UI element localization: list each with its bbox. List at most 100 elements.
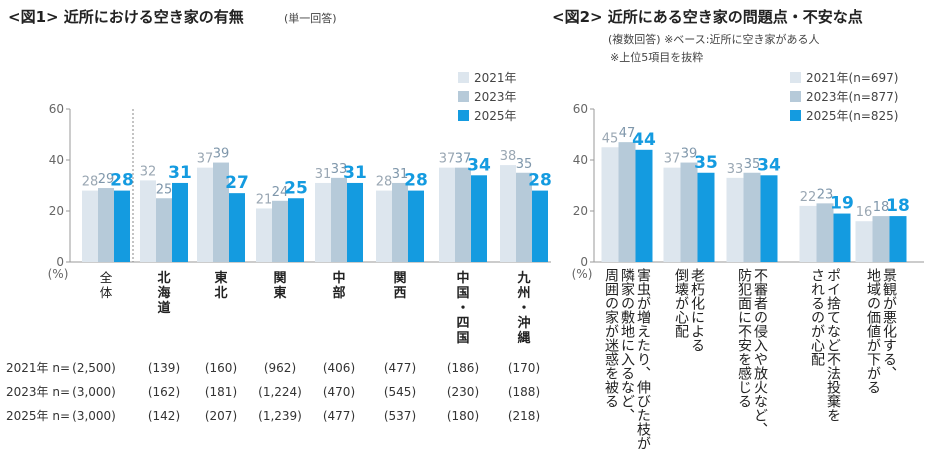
- data-label: 39: [213, 147, 230, 162]
- legend-swatch-0: [458, 72, 469, 83]
- bar-1-7-1: [516, 172, 532, 262]
- n-value: (3,000): [72, 385, 116, 399]
- bar-2-3-2: [833, 213, 851, 262]
- y-tick-label-40: 40: [49, 153, 64, 167]
- data-label: 27: [225, 173, 249, 193]
- bar-1-6-1: [455, 167, 471, 262]
- category-label-char: 部: [332, 285, 345, 301]
- y-unit-label: (%): [572, 267, 593, 281]
- category-label-char: 海: [157, 285, 170, 301]
- data-label: 34: [467, 155, 491, 175]
- data-label: 45: [602, 131, 619, 146]
- data-label: 28: [110, 171, 134, 191]
- legend-swatch-0: [790, 72, 801, 83]
- n-row-label: 2021年 n=: [6, 361, 70, 375]
- n-row-label: 2023年 n=: [6, 385, 70, 399]
- data-label: 16: [856, 205, 873, 220]
- n-value: (537): [384, 409, 416, 423]
- bar-2-4-1: [872, 216, 890, 262]
- data-label: 37: [455, 152, 472, 167]
- y-tick-label-0: 0: [580, 255, 588, 269]
- n-value: (186): [447, 361, 479, 375]
- data-label: 35: [744, 157, 761, 172]
- bar-1-3-1: [272, 200, 288, 262]
- legend-swatch-2: [458, 110, 469, 121]
- bar-1-7-2: [532, 190, 548, 262]
- legend-label-0: 2021年: [474, 71, 517, 85]
- bar-2-1-2: [697, 172, 715, 262]
- n-value: (188): [508, 385, 540, 399]
- data-label: 37: [664, 152, 681, 167]
- category-label-char: 東: [273, 285, 286, 301]
- bar-1-5-0: [376, 190, 392, 262]
- data-label: 29: [98, 172, 115, 187]
- n-value: (477): [384, 361, 416, 375]
- n-value: (406): [323, 361, 355, 375]
- y-tick-label-40: 40: [573, 153, 588, 167]
- bar-2-1-0: [663, 167, 681, 262]
- category-label-column: 防犯面に不安を感じる: [736, 268, 752, 408]
- n-value: (162): [148, 385, 180, 399]
- bar-2-2-2: [760, 175, 778, 262]
- category-label-column: されるのが心配: [809, 268, 825, 366]
- data-label: 23: [817, 187, 834, 202]
- data-label: 28: [528, 171, 552, 191]
- bar-1-3-0: [256, 208, 272, 262]
- category-label-char: 体: [100, 285, 113, 300]
- legend-label-2: 2025年: [474, 109, 517, 123]
- data-label: 25: [284, 178, 308, 198]
- bar-1-1-2: [172, 182, 188, 262]
- category-label-char: 北: [214, 286, 227, 301]
- data-label: 34: [757, 155, 781, 175]
- data-label: 19: [830, 194, 854, 214]
- category-label-column: 隣家の敷地に入るなど、: [619, 268, 635, 422]
- legend-label-0: 2021年(n=697): [806, 71, 898, 85]
- category-label-char: 東: [214, 270, 227, 286]
- category-label-char: 関: [393, 271, 406, 286]
- chart2-subtitle: (複数回答) ※ベース:近所に空き家がある人: [608, 32, 819, 46]
- n-value: (181): [205, 385, 237, 399]
- chart2-note: ※上位5項目を抜粋: [610, 50, 703, 64]
- category-label-char: 西: [393, 286, 406, 301]
- category-label-char: 九: [516, 271, 530, 286]
- legend-swatch-1: [458, 91, 469, 102]
- bar-1-2-1: [213, 162, 229, 262]
- n-value: (470): [323, 385, 355, 399]
- bar-1-2-0: [197, 167, 213, 262]
- n-value: (142): [148, 409, 180, 423]
- data-label: 35: [516, 157, 533, 172]
- bar-1-1-1: [156, 198, 172, 262]
- category-label-char: 国: [456, 286, 469, 301]
- bar-2-3-1: [816, 203, 834, 262]
- chart1-subtitle: (単一回答): [284, 11, 337, 25]
- category-label-char: 関: [273, 271, 286, 286]
- bar-1-5-1: [392, 182, 408, 262]
- n-value: (962): [264, 361, 296, 375]
- y-tick-label-60: 60: [49, 102, 64, 116]
- bar-2-4-0: [855, 221, 873, 262]
- y-tick-label-20: 20: [573, 204, 588, 218]
- category-label-char: 北: [157, 271, 170, 286]
- n-value: (180): [447, 409, 479, 423]
- bar-2-2-0: [726, 177, 744, 262]
- bar-1-2-2: [229, 193, 245, 262]
- n-value: (170): [508, 361, 540, 375]
- y-tick-label-0: 0: [56, 255, 64, 269]
- n-value: (2,500): [72, 361, 116, 375]
- bar-2-3-0: [799, 205, 817, 262]
- category-label-char: 沖: [517, 315, 530, 331]
- data-label: 37: [197, 152, 214, 167]
- category-label-column: 地域の価値が下がる: [865, 268, 881, 394]
- data-label: 47: [619, 126, 636, 141]
- data-label: 33: [727, 162, 744, 177]
- bar-1-5-2: [408, 190, 424, 262]
- n-row-label: 2025年 n=: [6, 409, 70, 423]
- chart1-title: <図1> 近所における空き家の有無: [8, 8, 244, 26]
- chart2-title: <図2> 近所にある空き家の問題点・不安な点: [552, 8, 863, 26]
- category-label-char: 全: [100, 270, 113, 285]
- legend-swatch-1: [790, 91, 801, 102]
- category-label-char: ・: [517, 301, 530, 316]
- n-value: (218): [508, 409, 540, 423]
